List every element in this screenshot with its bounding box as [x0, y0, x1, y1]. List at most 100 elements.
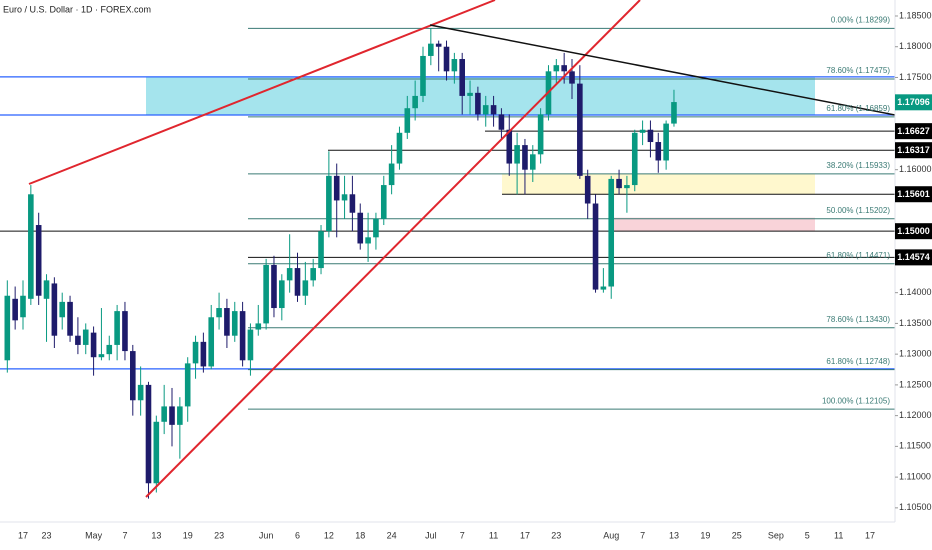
- trend-line: [145, 0, 641, 498]
- x-tick-label: 13: [151, 530, 161, 540]
- x-tick-label: 19: [183, 530, 193, 540]
- candle-body: [90, 332, 97, 358]
- candle-body: [177, 406, 183, 425]
- x-tick-label: 17: [18, 530, 28, 540]
- x-tick-label: 5: [805, 530, 810, 540]
- zone: [612, 217, 815, 232]
- x-tick-label: 13: [669, 530, 679, 540]
- x-tick-label: 7: [122, 530, 127, 540]
- candle-body: [420, 55, 426, 96]
- candle-body: [655, 142, 662, 161]
- candle-body: [373, 218, 379, 238]
- x-axis-panel: [0, 522, 895, 550]
- price-badge-label: 1.16627: [897, 126, 930, 136]
- candle-body: [51, 283, 58, 336]
- chart-title: Euro / U.S. Dollar · 1D · FOREX.com: [3, 4, 151, 14]
- overlay-layer: [0, 27, 895, 410]
- candle-body: [537, 114, 544, 155]
- candle-body: [663, 123, 669, 161]
- candle-body: [67, 301, 73, 336]
- candle-body: [569, 71, 575, 84]
- x-tick-label: 11: [489, 530, 498, 540]
- x-tick-label: 17: [520, 530, 530, 540]
- candle-body: [608, 178, 615, 287]
- candle-body: [255, 323, 262, 330]
- y-axis-panel: [895, 0, 932, 550]
- candle-body: [467, 92, 473, 96]
- y-tick-label: 1.11500: [899, 441, 931, 451]
- candle-body: [122, 311, 128, 352]
- candle-body: [208, 317, 215, 367]
- candle-body: [247, 329, 254, 361]
- fib-label: 61.80% (1.16859): [826, 104, 890, 113]
- candle-body: [192, 341, 199, 364]
- x-tick-label: 7: [460, 530, 465, 540]
- candle-body: [28, 194, 34, 299]
- candle-body: [216, 308, 222, 318]
- y-tick-label: 1.12500: [899, 379, 932, 389]
- candle-body: [506, 129, 513, 164]
- candle-body: [616, 178, 622, 189]
- fib-label: 50.00% (1.15202): [826, 206, 890, 215]
- candle-body: [294, 268, 301, 296]
- x-tick-label: 11: [834, 530, 843, 540]
- y-tick-label: 1.13000: [899, 349, 932, 359]
- fib-label: 61.80% (1.14471): [826, 251, 890, 260]
- candle-body: [106, 344, 113, 355]
- candle-body: [490, 105, 497, 115]
- x-tick-label: Jun: [259, 530, 274, 540]
- candle-body: [4, 295, 11, 361]
- price-badge: [895, 249, 932, 266]
- y-tick-label: 1.13500: [899, 318, 932, 328]
- candle-body: [341, 194, 348, 201]
- x-tick-label: 18: [355, 530, 365, 540]
- x-tick-label: 24: [387, 530, 397, 540]
- candle-body: [577, 83, 583, 176]
- candle-body: [396, 132, 403, 164]
- candle-body: [318, 231, 324, 269]
- price-badge-label: 1.15601: [897, 189, 930, 199]
- candle-body: [475, 92, 481, 115]
- x-tick-label: 23: [42, 530, 52, 540]
- candle-body: [75, 335, 81, 345]
- x-tick-label: 23: [551, 530, 561, 540]
- candle-body: [35, 225, 42, 296]
- fib-label: 61.80% (1.12748): [826, 357, 890, 366]
- x-tick-label: 23: [214, 530, 224, 540]
- candle-body: [380, 185, 387, 219]
- y-tick-label: 1.11000: [899, 471, 931, 481]
- candle-body: [365, 237, 371, 244]
- candle-body: [326, 175, 332, 232]
- trend-line: [429, 24, 896, 116]
- candle-body: [279, 280, 285, 309]
- x-tick-label: 6: [295, 530, 300, 540]
- fib-label: 78.60% (1.13430): [826, 315, 890, 324]
- candle-body: [443, 46, 450, 72]
- candle-body: [184, 363, 191, 407]
- candle-body: [592, 203, 599, 290]
- x-tick-label: 25: [732, 530, 742, 540]
- candle-body: [624, 185, 630, 189]
- x-tick-label: 19: [700, 530, 710, 540]
- candle-body: [161, 406, 167, 422]
- candle-body: [388, 163, 395, 186]
- price-badge-label: 1.16317: [897, 145, 930, 155]
- x-tick-label: 17: [865, 530, 875, 540]
- candle-body: [459, 59, 466, 96]
- price-badge: [895, 142, 932, 159]
- candle-body: [435, 43, 442, 47]
- candle-body: [200, 341, 207, 367]
- candle-body: [286, 268, 293, 281]
- x-tick-label: 12: [324, 530, 334, 540]
- price-badge: [895, 186, 932, 203]
- candle-body: [114, 311, 120, 345]
- candle-body: [482, 105, 489, 115]
- candle-body: [59, 301, 66, 318]
- candle-body: [639, 129, 646, 133]
- x-tick-label: Sep: [768, 530, 784, 540]
- candle-body: [20, 295, 26, 318]
- candle-body: [333, 175, 340, 201]
- candle-body: [129, 351, 136, 401]
